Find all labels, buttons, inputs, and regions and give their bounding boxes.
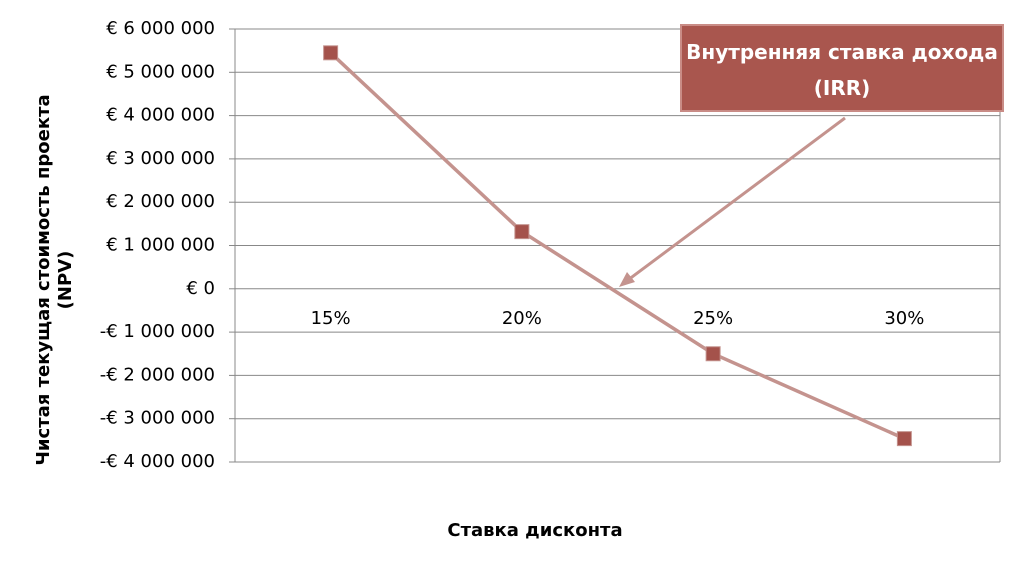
y-tick-label: -€ 4 000 000: [100, 451, 215, 472]
y-tick-label: € 3 000 000: [106, 148, 215, 169]
y-tick-label: € 4 000 000: [106, 105, 215, 126]
marker: [705, 346, 721, 362]
marker: [514, 224, 530, 240]
x-tick-label: 15%: [311, 308, 351, 329]
y-tick-label: € 2 000 000: [106, 191, 215, 212]
y-tick-label: -€ 3 000 000: [100, 408, 215, 429]
x-tick-label: 20%: [502, 308, 542, 329]
x-tick-label: 30%: [884, 308, 924, 329]
annotation: Внутренняя ставка дохода (IRR): [680, 24, 1004, 112]
marker: [323, 45, 339, 61]
series-line: [329, 51, 906, 441]
y-tick-label: € 1 000 000: [106, 235, 215, 256]
y-tick-label: € 0: [186, 278, 215, 299]
y-tick-label: € 6 000 000: [106, 18, 215, 39]
y-tick-label: € 5 000 000: [106, 61, 215, 82]
x-axis-title: Ставка дисконта: [447, 520, 623, 541]
annotation-arrow: [623, 116, 846, 285]
y-axis-title: Чистая текущая стоимость проекта (NPV): [33, 94, 76, 466]
annotation-arrowhead: [619, 272, 635, 287]
x-tick-label: 25%: [693, 308, 733, 329]
marker: [896, 431, 912, 447]
y-tick-label: -€ 1 000 000: [100, 321, 215, 342]
y-tick-label: -€ 2 000 000: [100, 364, 215, 385]
